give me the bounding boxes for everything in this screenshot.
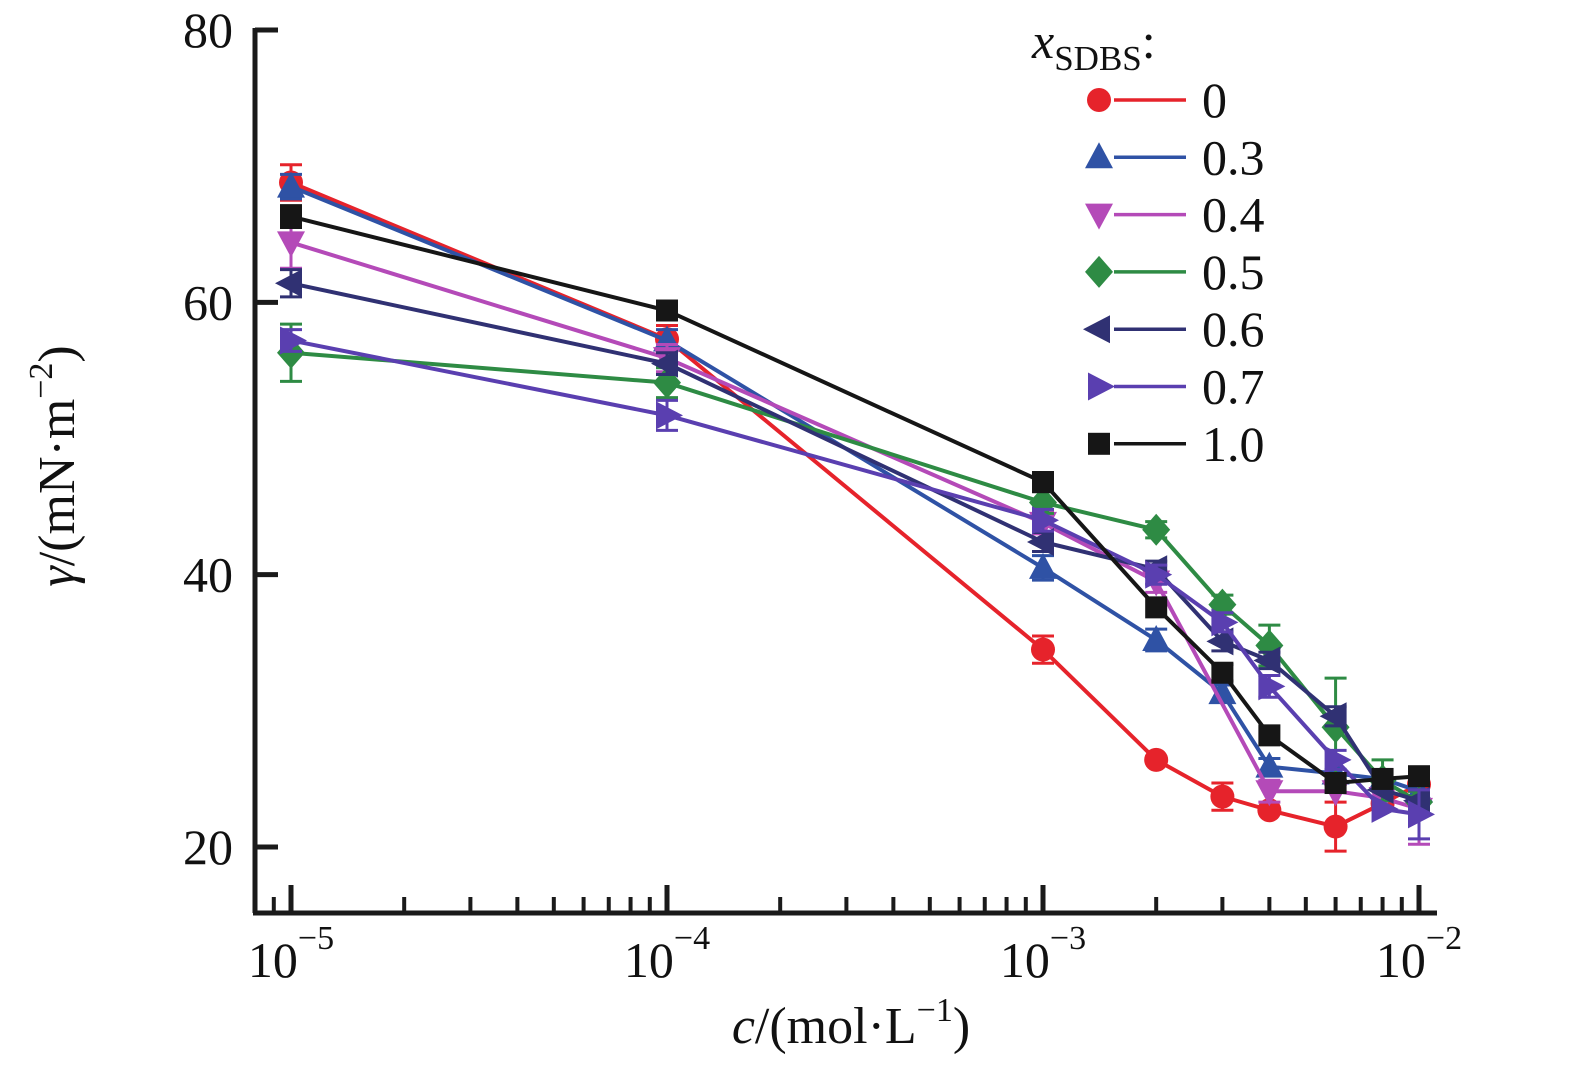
marker-square [1258, 724, 1281, 747]
marker-square [1324, 772, 1347, 795]
marker-triangle-right [1258, 672, 1286, 701]
series-0.7 [280, 326, 1435, 841]
marker-triangle-down [1085, 203, 1113, 230]
marker-triangle-left [651, 349, 678, 378]
plot-series [275, 163, 1435, 853]
marker-square [656, 299, 678, 322]
marker-triangle-up [1142, 625, 1171, 652]
legend-label: 0.7 [1202, 359, 1265, 415]
marker-triangle-right [1211, 608, 1239, 637]
marker-square [1032, 471, 1054, 494]
marker-square [1088, 432, 1110, 455]
legend-label: 1.0 [1202, 416, 1265, 472]
legend-entry-0: 0 [1087, 72, 1227, 128]
y-axis-label: γ/(mN·m−2) [23, 345, 86, 587]
legend-title: xSDBS: [1031, 13, 1156, 78]
x-axis-label: c/(mol·L−1) [732, 992, 970, 1055]
marker-triangle-right [1324, 745, 1352, 774]
marker-diamond [1142, 513, 1171, 546]
marker-triangle-left [1027, 527, 1054, 556]
marker-triangle-up [1085, 142, 1113, 169]
legend-entry-0.5: 0.5 [1085, 244, 1265, 300]
marker-triangle-left [1206, 627, 1234, 656]
y-tick-label: 40 [183, 547, 233, 603]
legend-label: 0.4 [1202, 187, 1265, 243]
marker-diamond [1085, 255, 1113, 288]
legend-label: 0.5 [1202, 244, 1265, 300]
marker-circle [1144, 747, 1169, 772]
marker-circle [1257, 798, 1282, 823]
marker-square [1211, 661, 1234, 684]
marker-triangle-right [1145, 560, 1173, 589]
x-tick-label: 10−4 [624, 920, 710, 988]
marker-triangle-left [275, 269, 302, 298]
marker-triangle-down [1255, 780, 1284, 807]
marker-triangle-right [1371, 794, 1399, 823]
marker-triangle-down [277, 231, 305, 258]
legend-entry-0.4: 0.4 [1085, 187, 1265, 243]
y-tick-label: 80 [183, 2, 233, 58]
y-tick-label: 20 [183, 819, 233, 875]
marker-triangle-left [1403, 786, 1430, 815]
marker-square [1408, 765, 1430, 788]
legend-entry-0.7: 0.7 [1088, 359, 1265, 415]
x-tick-label: 10−3 [1000, 920, 1086, 988]
legend-label: 0 [1202, 72, 1227, 128]
x-tick-label: 10−5 [248, 920, 334, 988]
marker-triangle-left [1319, 702, 1347, 731]
legend-label: 0.3 [1202, 129, 1265, 185]
marker-triangle-right [656, 401, 683, 430]
axes: 20 40 60 80 10−5 10−4 10−3 10−2 [183, 2, 1462, 988]
marker-triangle-right [1032, 506, 1059, 535]
marker-square [1371, 767, 1394, 790]
marker-triangle-right [1408, 800, 1435, 829]
legend: 00.30.40.50.60.71.0 [1083, 72, 1265, 472]
marker-circle [1031, 637, 1055, 662]
marker-square [280, 205, 302, 228]
marker-triangle-up [1029, 552, 1057, 579]
marker-square [1145, 596, 1168, 619]
marker-triangle-up [1208, 678, 1237, 705]
marker-circle [1087, 88, 1111, 112]
marker-triangle-up [277, 171, 305, 198]
series-1.0 [280, 204, 1430, 795]
marker-triangle-up [1255, 751, 1284, 778]
marker-triangle-right [1088, 372, 1115, 401]
legend-entry-1.0: 1.0 [1088, 416, 1265, 472]
x-tick-label: 10−2 [1376, 920, 1462, 988]
marker-circle [1323, 814, 1348, 839]
legend-entry-0.6: 0.6 [1083, 301, 1265, 357]
legend-label: 0.6 [1202, 301, 1265, 357]
marker-triangle-left [1083, 315, 1110, 344]
marker-circle [1210, 784, 1235, 809]
y-tick-label: 60 [183, 274, 233, 330]
marker-triangle-right [280, 326, 307, 355]
marker-triangle-left [1253, 646, 1281, 675]
legend-entry-0.3: 0.3 [1085, 129, 1265, 185]
